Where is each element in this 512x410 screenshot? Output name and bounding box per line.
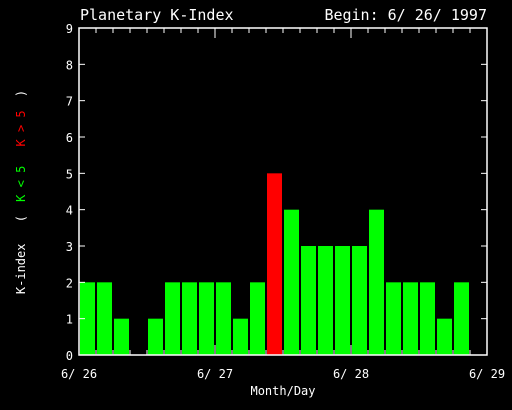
bar-18	[386, 282, 401, 355]
bar-19	[403, 282, 418, 355]
y-tick-label-6: 6	[66, 131, 73, 145]
chart-title: Planetary K-Index	[80, 6, 234, 24]
y-tick-label-5: 5	[66, 167, 73, 181]
bar-16	[352, 246, 367, 355]
legend-close-paren: )	[14, 90, 28, 97]
y-tick-label-9: 9	[66, 22, 73, 36]
y-axis-label: K-index ( K < 5 K > 5 )	[14, 90, 28, 294]
bar-6	[182, 282, 197, 355]
bar-9	[233, 318, 248, 355]
chart-subtitle: Begin: 6/ 26/ 1997	[324, 6, 487, 24]
axes-group: 0 1 2 3 4 5 6 7 8 9 6/ 26 6/ 27 6/ 28 6/ 29	[61, 22, 505, 381]
y-tick-label-8: 8	[66, 58, 73, 72]
y-axis-label-prefix: K-index	[14, 244, 28, 295]
x-tick-label-3: 6/ 29	[469, 367, 505, 381]
bar-13	[301, 246, 316, 355]
y-tick-label-4: 4	[66, 204, 73, 218]
bar-7	[199, 282, 214, 355]
bar-1	[97, 282, 112, 355]
bar-14	[318, 246, 333, 355]
bar-10	[250, 282, 265, 355]
x-tick-label-0: 6/ 26	[61, 367, 97, 381]
bar-21	[437, 318, 452, 355]
x-tick-label-2: 6/ 28	[333, 367, 369, 381]
bar-15	[335, 246, 350, 355]
bar-11	[267, 173, 282, 355]
bar-2	[114, 318, 129, 355]
bars-group	[80, 173, 469, 355]
y-tick-label-2: 2	[66, 276, 73, 290]
legend-red-label: K > 5	[14, 110, 28, 146]
bar-12	[284, 209, 299, 355]
bar-4	[148, 318, 163, 355]
bar-17	[369, 209, 384, 355]
bar-5	[165, 282, 180, 355]
y-tick-label-1: 1	[66, 313, 73, 327]
bar-0	[80, 282, 95, 355]
y-tick-label-0: 0	[66, 349, 73, 363]
legend-open-paren: (	[14, 215, 28, 222]
bar-20	[420, 282, 435, 355]
x-tick-label-1: 6/ 27	[197, 367, 233, 381]
x-axis-label: Month/Day	[250, 384, 315, 398]
bar-22	[454, 282, 469, 355]
y-tick-label-7: 7	[66, 95, 73, 109]
legend-green-label: K < 5	[14, 166, 28, 202]
y-tick-label-3: 3	[66, 240, 73, 254]
bar-8	[216, 282, 231, 355]
